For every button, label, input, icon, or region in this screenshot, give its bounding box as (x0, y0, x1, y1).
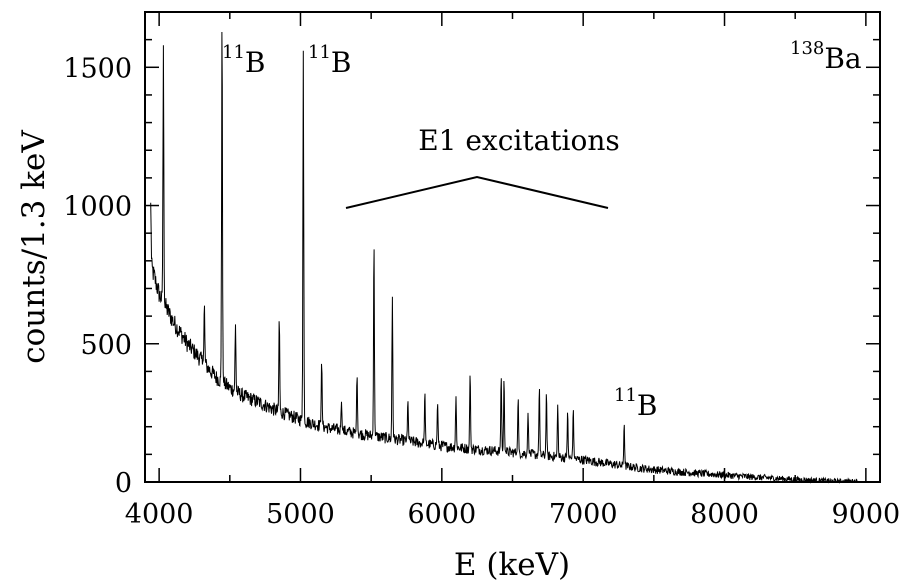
annotation-e1-bracket (345, 175, 609, 209)
y-tick-label: 1500 (63, 53, 132, 84)
annotation-11b-3: 11B (614, 385, 657, 422)
x-axis-title: E (keV) (454, 547, 570, 583)
x-tick-label: 5000 (266, 499, 335, 530)
y-tick-label: 0 (115, 468, 132, 499)
x-tick-label: 6000 (407, 499, 476, 530)
x-tick-labels: 4000 5000 6000 7000 8000 9000 (125, 499, 900, 530)
spectrum-line (150, 31, 859, 484)
y-tick-label: 1000 (63, 192, 132, 223)
axis-ticks (145, 11, 880, 483)
x-tick-label: 8000 (690, 499, 759, 530)
x-tick-label: 4000 (125, 499, 194, 530)
annotation-138ba: 138Ba (790, 38, 862, 75)
x-tick-label: 9000 (832, 499, 901, 530)
y-tick-labels: 0 500 1000 1500 (63, 53, 132, 499)
annotation-e1-excitations: E1 excitations (418, 124, 620, 157)
y-axis-title: counts/1.3 keV (16, 130, 52, 364)
x-tick-label: 7000 (549, 499, 618, 530)
annotation-11b-1: 11B (222, 42, 265, 79)
y-tick-label: 500 (80, 330, 132, 361)
plot-frame (144, 11, 881, 483)
annotation-11b-2: 11B (308, 42, 351, 79)
